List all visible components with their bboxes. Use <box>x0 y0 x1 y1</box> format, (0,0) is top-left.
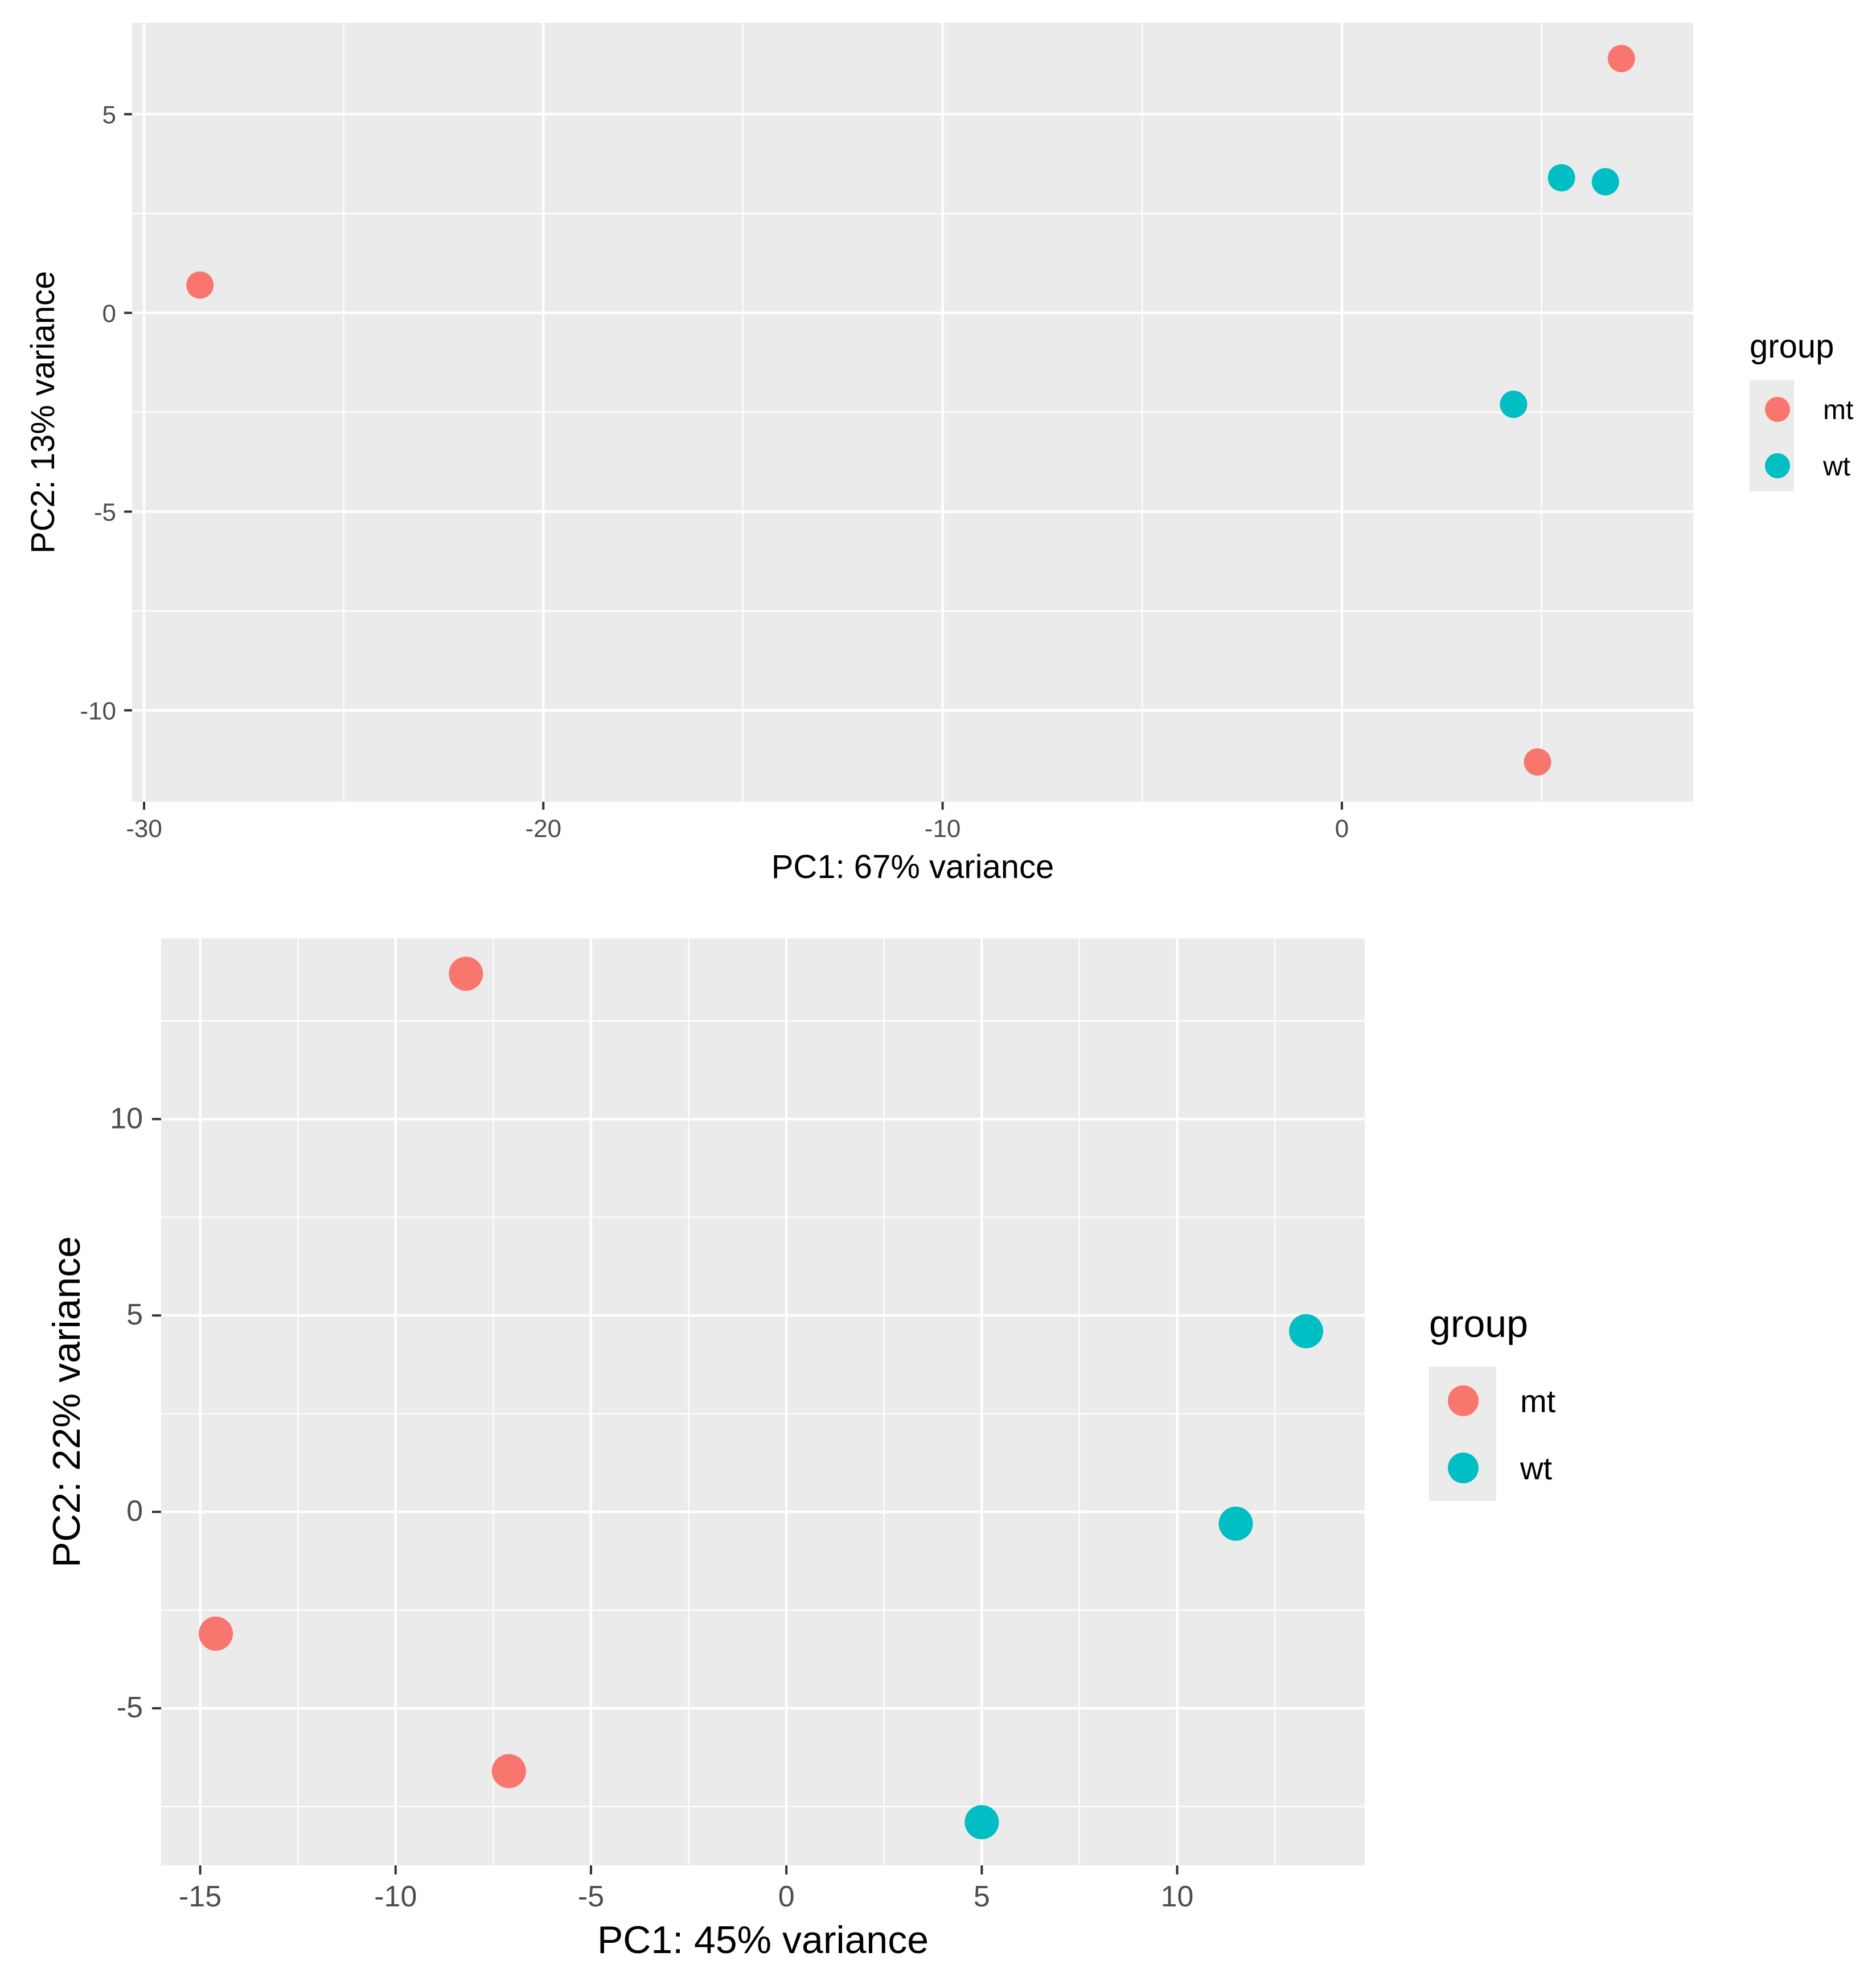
data-points <box>199 957 1324 1840</box>
x-axis-title: PC1: 67% variance <box>771 848 1054 885</box>
data-point-wt <box>1218 1506 1253 1541</box>
axis-ticks <box>124 113 1343 810</box>
y-tick-label: -5 <box>117 1691 143 1724</box>
y-axis-title: PC2: 13% variance <box>24 271 61 553</box>
x-tick-label: 0 <box>1335 815 1349 843</box>
y-tick-label: -5 <box>94 498 116 526</box>
gridlines <box>161 938 1365 1865</box>
data-point-mt <box>1607 44 1635 72</box>
legend-label-wt: wt <box>1520 1450 1552 1486</box>
x-tick-label: -5 <box>578 1880 604 1913</box>
legend: group mt wt <box>1750 328 1853 491</box>
x-tick-label: 0 <box>778 1880 795 1913</box>
pca-plot-bottom: -15 -10 -5 0 5 10 -5 0 5 10 PC1: 45% var… <box>45 938 1556 1962</box>
data-point-mt <box>1524 748 1551 776</box>
legend-marker-wt <box>1448 1453 1479 1483</box>
legend-title: group <box>1750 328 1834 365</box>
legend-marker-mt <box>1448 1385 1479 1416</box>
plot-panel <box>161 938 1365 1865</box>
legend: group mt wt <box>1429 1302 1556 1501</box>
x-tick-label: -15 <box>179 1880 221 1913</box>
y-tick-labels: -10 -5 0 5 <box>80 101 116 725</box>
y-tick-label: -10 <box>80 697 116 725</box>
y-axis-title: PC2: 22% variance <box>45 1236 88 1568</box>
x-axis-title: PC1: 45% variance <box>597 1918 929 1962</box>
y-tick-label: 5 <box>102 101 116 129</box>
legend-marker-wt <box>1765 453 1790 478</box>
y-tick-label: 5 <box>126 1298 143 1331</box>
data-point-wt <box>964 1805 999 1840</box>
axis-ticks <box>152 1118 1179 1874</box>
data-point-wt <box>1547 164 1575 192</box>
legend-label-wt: wt <box>1822 452 1850 482</box>
data-point-wt <box>1591 168 1619 196</box>
x-tick-label: 5 <box>974 1880 990 1913</box>
x-tick-label: -30 <box>126 815 162 843</box>
pca-plot-top: -30 -20 -10 0 -10 -5 0 5 PC1: 67% varian… <box>24 23 1853 885</box>
gridlines <box>132 23 1693 802</box>
x-tick-label: 10 <box>1161 1880 1194 1913</box>
y-tick-label: 10 <box>110 1102 143 1135</box>
data-point-mt <box>449 957 483 991</box>
x-tick-labels: -30 -20 -10 0 <box>126 815 1349 843</box>
data-point-mt <box>186 271 214 299</box>
data-point-mt <box>199 1617 233 1651</box>
legend-label-mt: mt <box>1823 395 1853 425</box>
x-tick-label: -10 <box>925 815 961 843</box>
legend-marker-mt <box>1765 397 1790 422</box>
y-tick-labels: -5 0 5 10 <box>110 1102 143 1724</box>
data-points <box>186 44 1635 776</box>
data-point-wt <box>1500 391 1528 419</box>
y-tick-label: 0 <box>126 1495 143 1528</box>
x-tick-label: -20 <box>526 815 562 843</box>
legend-label-mt: mt <box>1520 1383 1556 1419</box>
data-point-mt <box>491 1754 526 1789</box>
x-tick-label: -10 <box>374 1880 417 1913</box>
data-point-wt <box>1289 1314 1324 1348</box>
legend-title: group <box>1429 1302 1528 1346</box>
y-tick-label: 0 <box>102 300 116 328</box>
x-tick-labels: -15 -10 -5 0 5 10 <box>179 1880 1193 1913</box>
